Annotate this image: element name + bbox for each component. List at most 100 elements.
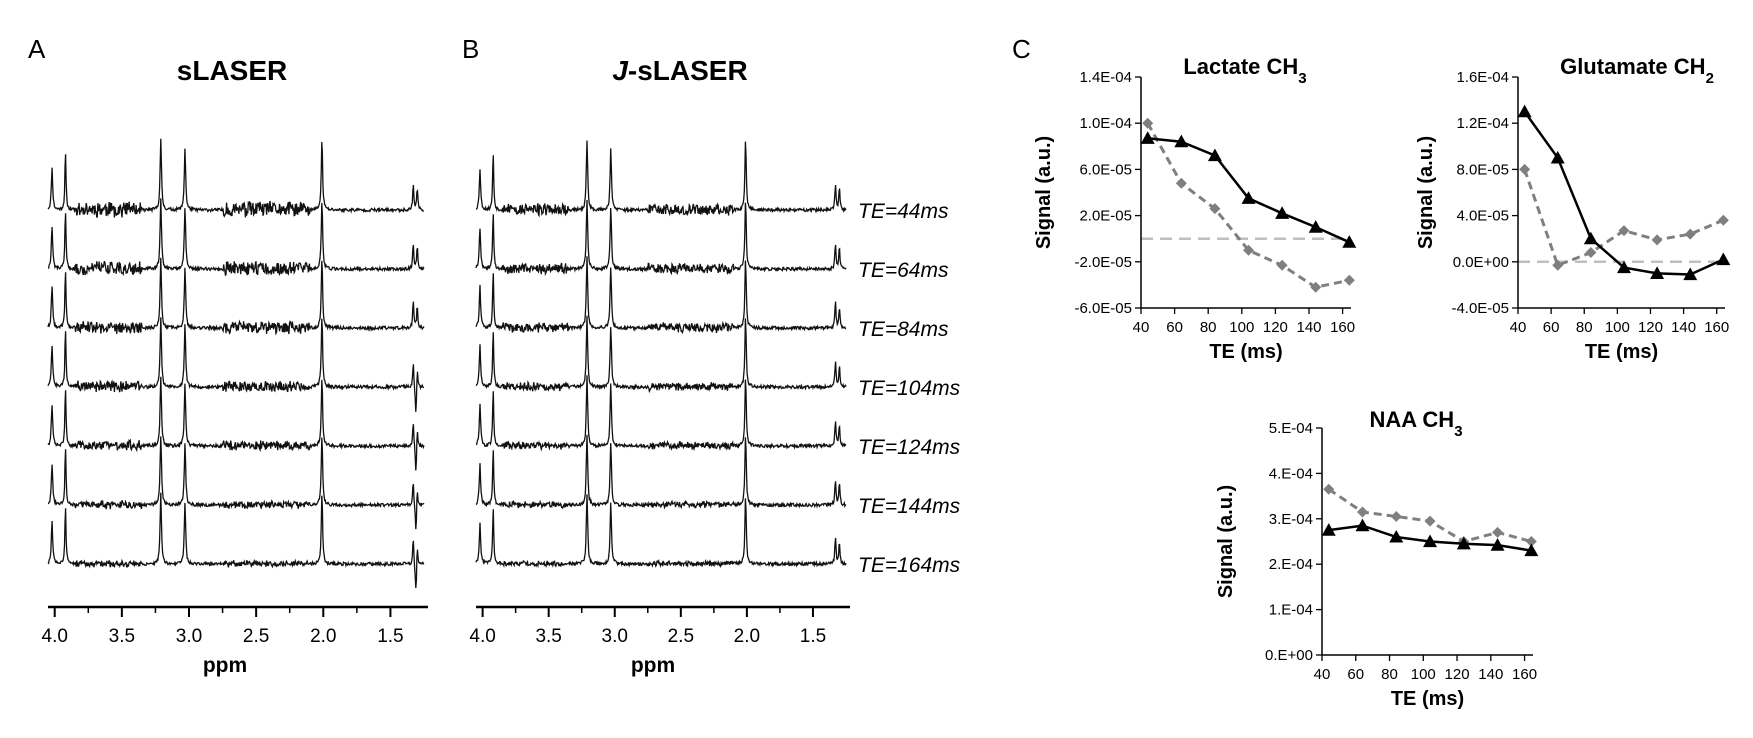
panel-c-letter: C	[1012, 34, 1031, 64]
triangle-point	[1517, 104, 1532, 118]
chart-title-main: NAA CH	[1369, 407, 1454, 432]
spectrum-trace	[47, 138, 425, 218]
spectrum-trace	[47, 198, 425, 277]
diamond-point	[1585, 247, 1597, 259]
diamond-point	[1276, 259, 1288, 271]
y-tick-label: -6.0E-05	[1074, 300, 1132, 317]
diamond-point	[1525, 536, 1537, 547]
triangle-point	[1716, 252, 1731, 266]
ppm-axis-b: 4.0 3.5 3.0 2.5 2.0 1.5	[469, 605, 850, 647]
diamond-point	[1142, 117, 1154, 129]
ppm-tick-label: 2.5	[243, 626, 269, 647]
x-tick-label: 120	[1263, 319, 1288, 336]
y-tick-label: 1.4E-04	[1079, 69, 1132, 86]
triangle-point	[1423, 534, 1438, 548]
triangle-point	[1321, 523, 1336, 536]
x-tick-label: 100	[1411, 666, 1436, 683]
chart-title: Lactate CH3	[1183, 54, 1306, 87]
x-tick-label: 160	[1704, 319, 1729, 336]
spectrum-trace	[47, 376, 425, 471]
ppm-tick-label: 1.5	[800, 626, 826, 647]
ppm-tick-label: 4.0	[42, 626, 68, 647]
triangle-point	[1490, 538, 1505, 551]
x-tick-label: 160	[1512, 666, 1537, 683]
triangle-point	[1583, 231, 1598, 245]
spectrum-trace	[475, 256, 847, 335]
te-label: TE=64ms	[858, 259, 949, 282]
ppm-axis-label-b: ppm	[631, 654, 675, 677]
ppm-tick-label: 3.0	[176, 626, 202, 647]
naa-chart: NAA CH3 0.E+00 1.E-04 2.E-04 3.E-04 4.E-04 5.E…	[1215, 407, 1539, 710]
diamond-point	[1343, 274, 1355, 286]
y-tick-label: 2.0E-05	[1079, 208, 1132, 225]
ppm-tick-label: 3.5	[535, 626, 561, 647]
panel-a-letter: A	[28, 34, 46, 64]
spectra-panel-b	[475, 140, 847, 569]
triangle-point	[1355, 518, 1370, 532]
x-tick-label: 140	[1671, 319, 1696, 336]
y-tick-label: 0.E+00	[1265, 647, 1313, 664]
ppm-tick-label: 3.5	[109, 626, 135, 647]
triangle-point	[1389, 529, 1404, 543]
x-tick-label: 80	[1381, 666, 1398, 683]
x-axis-label: TE (ms)	[1585, 341, 1658, 363]
diamond-point	[1519, 163, 1531, 175]
x-tick-label: 140	[1296, 319, 1321, 336]
diamond-point	[1390, 511, 1402, 523]
spectrum-trace	[475, 315, 847, 394]
panel-b-letter: B	[462, 34, 479, 64]
x-tick-label: 40	[1510, 319, 1527, 336]
y-tick-label: 4.E-04	[1269, 465, 1313, 482]
lactate-chart: Lactate CH3 -6.0E-05 -2.0E-05 2.0E-05 6.0E-0…	[1033, 54, 1357, 363]
triangle-point	[1550, 150, 1565, 164]
x-tick-label: 60	[1166, 319, 1183, 336]
y-tick-label: 0.0E+00	[1453, 254, 1509, 271]
x-tick-label: 100	[1229, 319, 1254, 336]
chart-title-subscript: 2	[1706, 70, 1714, 87]
spectrum-trace	[47, 436, 425, 530]
y-tick-label: 1.6E-04	[1456, 69, 1509, 86]
te-label: TE=144ms	[858, 495, 961, 518]
y-axis-label: Signal (a.u.)	[1215, 485, 1237, 598]
x-tick-label: 120	[1638, 319, 1663, 336]
x-tick-label: 100	[1605, 319, 1630, 336]
ppm-axis-label-a: ppm	[203, 654, 247, 677]
y-tick-label: 6.0E-05	[1079, 161, 1132, 178]
y-tick-label: -4.0E-05	[1451, 300, 1509, 317]
ppm-tick-label: 2.0	[734, 626, 760, 647]
chart-title-subscript: 3	[1454, 423, 1462, 440]
triangle-point	[1140, 131, 1155, 144]
spectrum-trace	[475, 434, 847, 510]
x-tick-label: 140	[1478, 666, 1503, 683]
diamond-point	[1175, 177, 1187, 189]
spectra-panel-a	[47, 138, 425, 589]
x-tick-label: 40	[1314, 666, 1331, 683]
triangle-point	[1683, 267, 1698, 281]
x-tick-label: 60	[1543, 319, 1560, 336]
x-tick-label: 160	[1330, 319, 1355, 336]
y-tick-label: 1.0E-04	[1079, 115, 1132, 132]
te-labels: TE=44ms TE=64ms TE=84ms TE=104ms TE=124ms TE=…	[858, 200, 961, 577]
series-line-dashed	[1523, 168, 1724, 268]
diamond-point	[1552, 259, 1564, 271]
chart-title-main: Glutamate CH	[1560, 54, 1705, 79]
te-label: TE=84ms	[858, 318, 949, 341]
triangle-point	[1174, 134, 1189, 148]
panel-a-title: sLASER	[177, 55, 287, 86]
y-axis-label: Signal (a.u.)	[1033, 136, 1055, 249]
triangle-point	[1241, 191, 1256, 204]
spectrum-trace	[475, 375, 847, 452]
y-tick-label: 3.E-04	[1269, 511, 1313, 528]
x-tick-label: 80	[1200, 319, 1217, 336]
triangle-point	[1342, 235, 1357, 248]
triangle-point	[1207, 148, 1222, 162]
spectrum-trace	[475, 199, 847, 277]
spectrum-trace	[47, 257, 425, 336]
diamond-point	[1323, 483, 1335, 495]
ppm-tick-label: 4.0	[469, 626, 495, 647]
ppm-tick-label: 2.0	[310, 626, 336, 647]
diamond-point	[1651, 234, 1663, 246]
diamond-point	[1684, 228, 1696, 240]
triangle-point	[1308, 220, 1323, 233]
ppm-tick-label: 1.5	[377, 626, 403, 647]
